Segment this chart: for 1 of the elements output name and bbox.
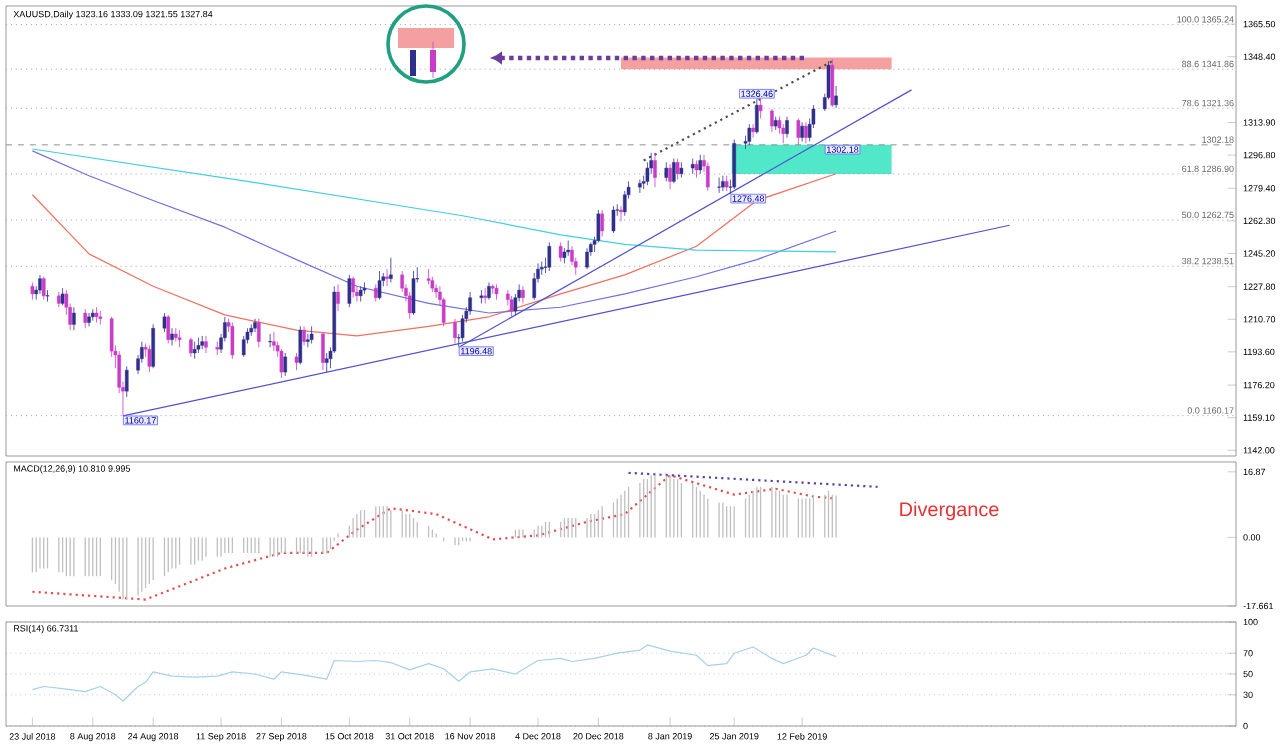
annotation: Divergance [900, 501, 999, 521]
